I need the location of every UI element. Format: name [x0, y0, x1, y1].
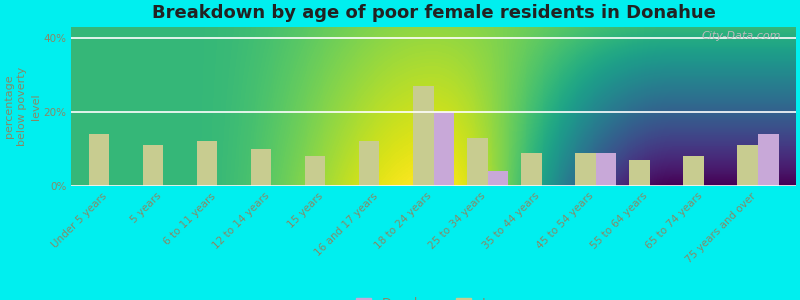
Bar: [575, 153, 596, 186]
Bar: [434, 112, 454, 186]
Bar: [359, 142, 379, 186]
Bar: [250, 149, 271, 186]
Bar: [305, 156, 326, 186]
Bar: [467, 138, 487, 186]
Bar: [683, 156, 704, 186]
Bar: [738, 145, 758, 186]
Bar: [758, 134, 778, 186]
Bar: [142, 145, 163, 186]
Bar: [521, 153, 542, 186]
Bar: [630, 160, 650, 186]
Text: City-Data.com: City-Data.com: [702, 31, 782, 41]
Bar: [89, 134, 109, 186]
Title: Breakdown by age of poor female residents in Donahue: Breakdown by age of poor female resident…: [151, 4, 715, 22]
Legend: Donahue, Iowa: Donahue, Iowa: [351, 292, 516, 300]
Bar: [596, 153, 616, 186]
Y-axis label: percentage
below poverty
level: percentage below poverty level: [4, 67, 41, 146]
Bar: [487, 171, 508, 186]
Bar: [413, 86, 434, 186]
Bar: [197, 142, 218, 186]
